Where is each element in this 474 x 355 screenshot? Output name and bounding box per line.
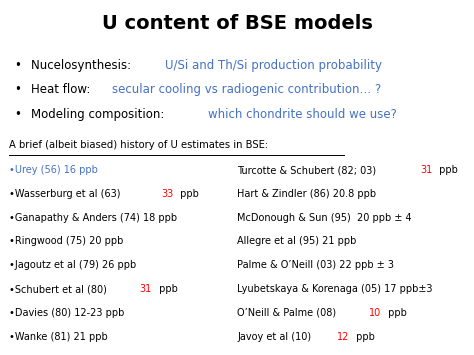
Text: Hart & Zindler (86) 20.8 ppb: Hart & Zindler (86) 20.8 ppb [237, 189, 376, 199]
Text: U/Si and Th/Si production probability: U/Si and Th/Si production probability [165, 59, 382, 72]
Text: •Ringwood (75) 20 ppb: •Ringwood (75) 20 ppb [9, 236, 124, 246]
Text: ppb: ppb [437, 165, 458, 175]
Text: 12: 12 [337, 332, 349, 342]
Text: •Urey (56) 16 ppb: •Urey (56) 16 ppb [9, 165, 99, 175]
Text: •: • [14, 59, 21, 72]
Text: Palme & O’Neill (03) 22 ppb ± 3: Palme & O’Neill (03) 22 ppb ± 3 [237, 260, 394, 270]
Text: •Ganapathy & Anders (74) 18 ppb: •Ganapathy & Anders (74) 18 ppb [9, 213, 178, 223]
Text: ppb: ppb [155, 284, 177, 294]
Text: •Jagoutz et al (79) 26 ppb: •Jagoutz et al (79) 26 ppb [9, 260, 137, 270]
Text: ppb: ppb [385, 308, 407, 318]
Text: 31: 31 [140, 284, 152, 294]
Text: •Schubert et al (80): •Schubert et al (80) [9, 284, 110, 294]
Text: Modeling composition:: Modeling composition: [31, 108, 168, 121]
Text: secular cooling vs radiogenic contribution… ?: secular cooling vs radiogenic contributi… [112, 83, 382, 97]
Text: 10: 10 [369, 308, 381, 318]
Text: 31: 31 [420, 165, 433, 175]
Text: Allegre et al (95) 21 ppb: Allegre et al (95) 21 ppb [237, 236, 356, 246]
Text: •: • [14, 108, 21, 121]
Text: Heat flow:: Heat flow: [31, 83, 94, 97]
Text: McDonough & Sun (95)  20 ppb ± 4: McDonough & Sun (95) 20 ppb ± 4 [237, 213, 411, 223]
Text: A brief (albeit biased) history of U estimates in BSE:: A brief (albeit biased) history of U est… [9, 140, 269, 150]
Text: which chondrite should we use?: which chondrite should we use? [208, 108, 397, 121]
Text: ppb: ppb [177, 189, 199, 199]
Text: 33: 33 [162, 189, 173, 199]
Text: O’Neill & Palme (08): O’Neill & Palme (08) [237, 308, 339, 318]
Text: •Wanke (81) 21 ppb: •Wanke (81) 21 ppb [9, 332, 108, 342]
Text: U content of BSE models: U content of BSE models [101, 14, 373, 33]
Text: •: • [14, 83, 21, 97]
Text: Javoy et al (10): Javoy et al (10) [237, 332, 314, 342]
Text: Turcotte & Schubert (82; 03): Turcotte & Schubert (82; 03) [237, 165, 379, 175]
Text: ppb: ppb [353, 332, 374, 342]
Text: •Davies (80) 12-23 ppb: •Davies (80) 12-23 ppb [9, 308, 125, 318]
Text: •Wasserburg et al (63): •Wasserburg et al (63) [9, 189, 127, 199]
Text: Lyubetskaya & Korenaga (05) 17 ppb±3: Lyubetskaya & Korenaga (05) 17 ppb±3 [237, 284, 432, 294]
Text: Nucelosynthesis:: Nucelosynthesis: [31, 59, 135, 72]
